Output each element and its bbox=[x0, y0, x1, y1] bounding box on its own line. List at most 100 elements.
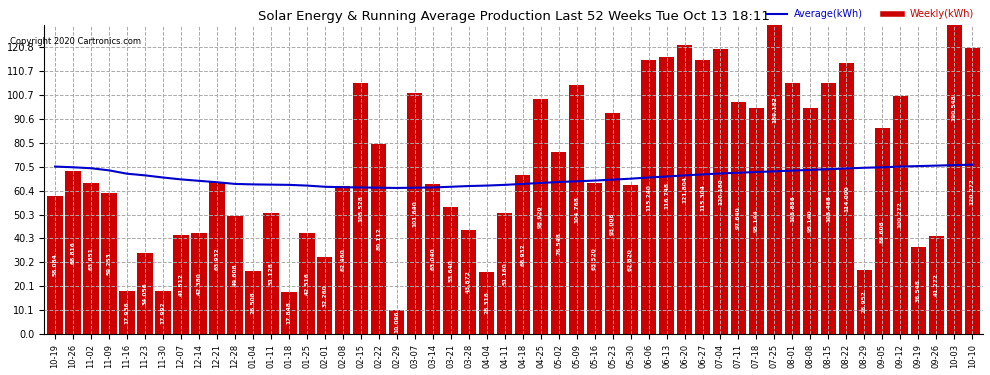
Bar bbox=[444, 207, 458, 334]
Bar bbox=[515, 175, 531, 334]
Bar bbox=[587, 183, 602, 334]
Text: 53.640: 53.640 bbox=[448, 259, 453, 282]
Bar bbox=[911, 247, 926, 334]
Bar bbox=[695, 60, 710, 334]
Text: 189.182: 189.182 bbox=[772, 96, 777, 123]
Bar bbox=[138, 253, 152, 334]
Text: 190.548: 190.548 bbox=[951, 94, 956, 121]
Text: 104.768: 104.768 bbox=[574, 196, 579, 223]
Text: 66.932: 66.932 bbox=[520, 243, 525, 266]
Bar bbox=[551, 152, 566, 334]
Text: 68.816: 68.816 bbox=[70, 241, 75, 264]
Bar bbox=[371, 144, 386, 334]
Text: 58.084: 58.084 bbox=[52, 254, 57, 276]
Text: 42.380: 42.380 bbox=[196, 272, 201, 295]
Text: 114.000: 114.000 bbox=[843, 185, 848, 212]
Text: 115.304: 115.304 bbox=[700, 184, 705, 210]
Bar bbox=[731, 102, 746, 334]
Bar bbox=[461, 230, 476, 334]
Text: 86.608: 86.608 bbox=[880, 220, 885, 243]
Bar bbox=[821, 84, 836, 334]
Bar bbox=[856, 270, 872, 334]
Text: 120.272: 120.272 bbox=[970, 178, 975, 205]
Bar bbox=[893, 96, 908, 334]
Bar bbox=[785, 82, 800, 334]
Bar bbox=[875, 128, 890, 334]
Bar bbox=[839, 63, 854, 334]
Bar bbox=[569, 85, 584, 334]
Bar bbox=[353, 83, 368, 334]
Bar bbox=[533, 99, 548, 334]
Text: 95.140: 95.140 bbox=[808, 210, 813, 232]
Text: 63.651: 63.651 bbox=[88, 247, 93, 270]
Bar bbox=[101, 193, 117, 334]
Text: 49.608: 49.608 bbox=[233, 264, 238, 286]
Bar bbox=[713, 48, 728, 334]
Text: 121.804: 121.804 bbox=[682, 176, 687, 203]
Bar bbox=[48, 196, 62, 334]
Text: Copyright 2020 Cartronics.com: Copyright 2020 Cartronics.com bbox=[10, 38, 141, 46]
Text: 26.316: 26.316 bbox=[484, 291, 489, 314]
Text: 105.468: 105.468 bbox=[826, 195, 831, 222]
Bar bbox=[641, 60, 656, 334]
Title: Solar Energy & Running Average Production Last 52 Weeks Tue Oct 13 18:11: Solar Energy & Running Average Productio… bbox=[257, 10, 769, 22]
Text: 105.528: 105.528 bbox=[358, 195, 363, 222]
Text: 51.160: 51.160 bbox=[502, 262, 507, 285]
Text: 36.548: 36.548 bbox=[916, 279, 921, 302]
Text: 63.040: 63.040 bbox=[431, 248, 436, 270]
Bar bbox=[299, 233, 315, 334]
Bar bbox=[83, 183, 99, 334]
Text: 97.640: 97.640 bbox=[736, 207, 741, 230]
Text: 26.508: 26.508 bbox=[250, 291, 255, 314]
Bar bbox=[263, 213, 278, 334]
Bar bbox=[191, 233, 207, 334]
Text: 59.253: 59.253 bbox=[107, 252, 112, 275]
Bar bbox=[623, 185, 639, 334]
Text: 63.932: 63.932 bbox=[215, 247, 220, 270]
Bar bbox=[173, 236, 189, 334]
Text: 80.112: 80.112 bbox=[376, 228, 381, 250]
Bar bbox=[407, 93, 423, 334]
Bar bbox=[317, 257, 333, 334]
Text: 43.872: 43.872 bbox=[466, 270, 471, 293]
Text: 120.180: 120.180 bbox=[718, 178, 723, 205]
Bar bbox=[605, 113, 620, 334]
Legend: Average(kWh), Weekly(kWh): Average(kWh), Weekly(kWh) bbox=[763, 5, 978, 23]
Bar bbox=[65, 171, 81, 334]
Text: 63.520: 63.520 bbox=[592, 247, 597, 270]
Text: 41.272: 41.272 bbox=[934, 274, 939, 297]
Bar bbox=[246, 271, 260, 334]
Bar bbox=[479, 272, 494, 334]
Text: 62.460: 62.460 bbox=[341, 249, 346, 271]
Text: 32.260: 32.260 bbox=[323, 284, 328, 307]
Text: 17.848: 17.848 bbox=[286, 302, 291, 324]
Text: 100.272: 100.272 bbox=[898, 202, 903, 228]
Bar bbox=[748, 108, 764, 334]
Text: 17.992: 17.992 bbox=[160, 302, 165, 324]
Bar bbox=[209, 182, 225, 334]
Bar bbox=[425, 184, 441, 334]
Text: 105.856: 105.856 bbox=[790, 195, 795, 222]
Text: 34.056: 34.056 bbox=[143, 282, 148, 305]
Bar bbox=[336, 186, 350, 334]
Text: 115.240: 115.240 bbox=[646, 184, 651, 211]
Bar bbox=[803, 108, 818, 334]
Text: 116.748: 116.748 bbox=[664, 182, 669, 209]
Text: 95.144: 95.144 bbox=[754, 210, 759, 232]
Bar bbox=[120, 291, 135, 334]
Bar bbox=[389, 310, 405, 334]
Bar bbox=[964, 48, 980, 334]
Bar bbox=[281, 292, 297, 334]
Bar bbox=[929, 236, 943, 334]
Text: 41.512: 41.512 bbox=[178, 273, 183, 296]
Text: 10.096: 10.096 bbox=[394, 311, 399, 333]
Bar bbox=[497, 213, 512, 334]
Bar bbox=[228, 216, 243, 334]
Text: 76.548: 76.548 bbox=[556, 232, 561, 255]
Bar bbox=[155, 291, 170, 334]
Text: 26.952: 26.952 bbox=[862, 291, 867, 314]
Text: 98.920: 98.920 bbox=[539, 205, 544, 228]
Text: 62.820: 62.820 bbox=[628, 248, 633, 271]
Bar bbox=[946, 0, 962, 334]
Bar bbox=[677, 45, 692, 334]
